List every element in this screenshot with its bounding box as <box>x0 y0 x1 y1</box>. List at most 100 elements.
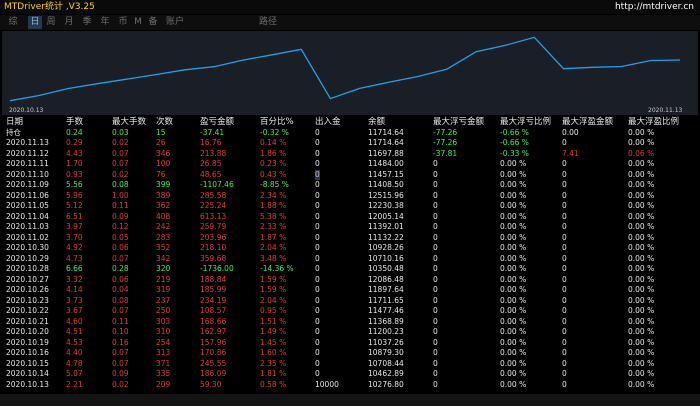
col-max-dd-amount-cell: 0 <box>433 211 438 221</box>
tab-quarterly[interactable]: 季 <box>82 17 92 27</box>
table-row[interactable]: 2020.10.15 4.78 0.07 371 245.55 2.35 % 0 10708.… <box>0 359 700 370</box>
table-row[interactable]: 2020.11.09 5.56 0.08 399 -1107.46 -8.85 % 0 114… <box>0 180 700 191</box>
col-max-runup-ratio-cell: 0.00 % <box>628 295 655 305</box>
table-row[interactable]: 2020.10.21 4.60 0.11 303 168.66 1.51 % 0 11368.… <box>0 317 700 328</box>
table-row[interactable]: 2020.10.23 3.73 0.08 237 234.19 2.04 % 0 11711.… <box>0 296 700 307</box>
col-max-dd-ratio-cell: 0.00 % <box>500 159 527 168</box>
website-link[interactable]: http://mtdriver.cn <box>614 2 694 12</box>
col-max-dd-amount-cell: -37.81 <box>433 148 458 158</box>
col-max-runup-amount-cell: 0 <box>562 180 567 189</box>
open-positions-row[interactable]: 持仓 0.24 0.03 15 -37.41 -0.32 % 0 11714.64 -77.26… <box>0 128 700 139</box>
col-count-cell: 399 <box>156 180 171 189</box>
col-pnl-cell: 359.68 <box>200 253 227 263</box>
table-row[interactable]: 2020.11.03 3.97 0.12 242 259.79 2.33 % 0 11392.… <box>0 222 700 233</box>
table-row[interactable]: 2020.11.12 4.43 0.07 346 213.88 1.86 % 0 11697.… <box>0 149 700 160</box>
table-row[interactable]: 2020.10.28 6.66 0.28 320 -1736.00 -14.36 % 0 10… <box>0 264 700 275</box>
tab-daily[interactable]: 日 <box>28 16 42 29</box>
table-row[interactable]: 2020.10.29 4.73 0.07 342 359.68 3.48 % 0 10710.… <box>0 254 700 265</box>
col-deposit-cell: 0 <box>315 369 320 378</box>
col-max-dd-ratio-header: 最大浮亏比例 <box>500 117 552 127</box>
col-max-lots-cell: 0.06 <box>112 274 129 284</box>
col-percent-cell: 1.88 % <box>260 201 287 210</box>
col-deposit-cell: 0 <box>315 127 320 137</box>
tab-account[interactable]: 账户 <box>165 17 184 27</box>
col-balance-cell: 11037.26 <box>368 337 404 347</box>
table-row[interactable]: 2020.10.26 4.14 0.04 319 185.99 1.59 % 0 11897.… <box>0 285 700 296</box>
col-pnl-cell: 170.86 <box>200 348 227 357</box>
col-count-cell: 319 <box>156 285 171 294</box>
tab-monthly[interactable]: 月 <box>64 17 74 27</box>
col-count-cell: 219 <box>156 274 171 284</box>
col-deposit-cell: 0 <box>315 264 320 273</box>
tab-notes[interactable]: 备 <box>148 17 158 27</box>
col-pnl-cell: 203.96 <box>200 232 227 242</box>
col-lots-cell: 5.12 <box>66 201 83 210</box>
col-deposit-cell: 0 <box>315 201 320 210</box>
table-row[interactable]: 2020.11.05 5.12 0.11 362 225.24 1.88 % 0 12230.… <box>0 201 700 212</box>
col-max-dd-amount-cell: 0 <box>433 295 438 305</box>
col-max-lots-header: 最大手数 <box>112 117 147 127</box>
col-date-cell: 2020.11.05 <box>6 201 49 210</box>
col-deposit-cell: 0 <box>315 138 320 147</box>
col-percent-cell: 1.86 % <box>260 148 287 158</box>
col-max-dd-amount-cell: 0 <box>433 306 438 315</box>
col-percent-cell: 1.60 % <box>260 348 287 357</box>
col-balance-cell: 11714.64 <box>368 127 404 137</box>
col-deposit-cell: 0 <box>315 348 320 357</box>
table-row[interactable]: 2020.11.02 3.70 0.05 283 203.96 1.87 % 0 11132.… <box>0 233 700 244</box>
col-max-lots-cell: 0.06 <box>112 243 129 252</box>
col-max-runup-amount-cell: 0 <box>562 327 567 336</box>
table-row[interactable]: 2020.10.14 5.07 0.09 335 186.09 1.81 % 0 10462.… <box>0 369 700 380</box>
col-max-dd-amount-cell: -77.26 <box>433 138 458 147</box>
col-max-dd-ratio-cell: 0.00 % <box>500 253 527 263</box>
table-row[interactable]: 2020.11.10 0.93 0.02 76 48.65 0.43 % 0 11457.15… <box>0 169 700 180</box>
col-percent-cell: 1.51 % <box>260 316 287 326</box>
col-max-dd-ratio-cell: 0.00 % <box>500 190 527 200</box>
col-deposit-cell: 0 <box>315 358 320 368</box>
col-max-dd-amount-cell: 0 <box>433 190 438 200</box>
col-count-cell: 313 <box>156 348 171 357</box>
col-max-runup-amount-cell: 0 <box>562 316 567 326</box>
col-lots-cell: 3.70 <box>66 232 83 242</box>
col-max-dd-amount-cell: 0 <box>433 264 438 273</box>
col-max-runup-ratio-cell: 0.00 % <box>628 274 655 284</box>
table-row[interactable]: 2020.10.27 3.32 0.06 219 188.84 1.59 % 0 12086.… <box>0 275 700 286</box>
tab-path[interactable]: 路径 <box>258 17 277 27</box>
col-balance-cell: 10928.26 <box>368 243 404 252</box>
col-balance-cell: 12086.48 <box>368 274 404 284</box>
col-count-cell: 389 <box>156 190 171 200</box>
table-row[interactable]: 2020.10.13 2.21 0.02 209 59.30 0.58 % 10000 102… <box>0 380 700 391</box>
col-lots-cell: 4.40 <box>66 348 83 357</box>
col-max-dd-ratio-cell: 0.00 % <box>500 316 527 326</box>
col-deposit-cell: 0 <box>315 337 320 347</box>
col-balance-cell: 12005.14 <box>368 211 404 221</box>
table-row[interactable]: 2020.10.19 4.53 0.16 254 157.96 1.45 % 0 11037.… <box>0 338 700 349</box>
tab-summary[interactable]: 综 <box>8 17 18 27</box>
tab-yearly[interactable]: 年 <box>100 17 110 27</box>
col-max-dd-amount-cell: 0 <box>433 358 438 368</box>
tab-magic[interactable]: M <box>134 17 142 27</box>
col-balance-cell: 11697.88 <box>368 148 404 158</box>
table-row[interactable]: 2020.11.13 0.29 0.02 26 16.76 0.14 % 0 11714.64… <box>0 138 700 149</box>
table-row[interactable]: 2020.10.30 4.92 0.06 352 218.10 2.04 % 0 10928.… <box>0 243 700 254</box>
col-max-lots-cell: 0.07 <box>112 358 129 368</box>
col-count-cell: 250 <box>156 306 171 315</box>
col-lots-cell: 5.56 <box>66 180 83 189</box>
table-row[interactable]: 2020.11.11 1.70 0.07 100 26.85 0.23 % 0 11484.0… <box>0 159 700 170</box>
col-max-lots-cell: 0.07 <box>112 306 129 315</box>
col-lots-cell: 3.73 <box>66 295 83 305</box>
tab-weekly[interactable]: 周 <box>46 17 56 27</box>
col-deposit-cell: 0 <box>315 222 320 231</box>
tab-symbol[interactable]: 币 <box>118 17 128 27</box>
table-row[interactable]: 2020.11.04 6.51 0.09 408 613.13 5.38 % 0 12005.… <box>0 212 700 223</box>
col-max-runup-ratio-cell: 0.00 % <box>628 232 655 242</box>
chart-x-start-label: 2020.10.13 <box>9 107 44 114</box>
table-row[interactable]: 2020.10.20 4.51 0.10 310 162.97 1.49 % 0 11200.… <box>0 327 700 338</box>
table-header-row[interactable]: 日期 手数 最大手数 次数 盈亏金额 百分比% 出入金 余额 最大浮亏金额 最大浮亏比例 最大浮盈金… <box>0 117 700 128</box>
table-row[interactable]: 2020.10.16 4.40 0.07 313 170.86 1.60 % 0 10879.… <box>0 348 700 359</box>
col-max-runup-ratio-cell: 0.00 % <box>628 358 655 368</box>
table-row[interactable]: 2020.11.06 5.96 1.00 389 285.58 2.34 % 0 12515.… <box>0 191 700 202</box>
col-max-runup-amount-cell: 0 <box>562 337 567 347</box>
table-row[interactable]: 2020.10.22 3.67 0.07 250 108.57 0.95 % 0 11477.… <box>0 306 700 317</box>
col-max-lots-cell: 0.12 <box>112 222 129 231</box>
